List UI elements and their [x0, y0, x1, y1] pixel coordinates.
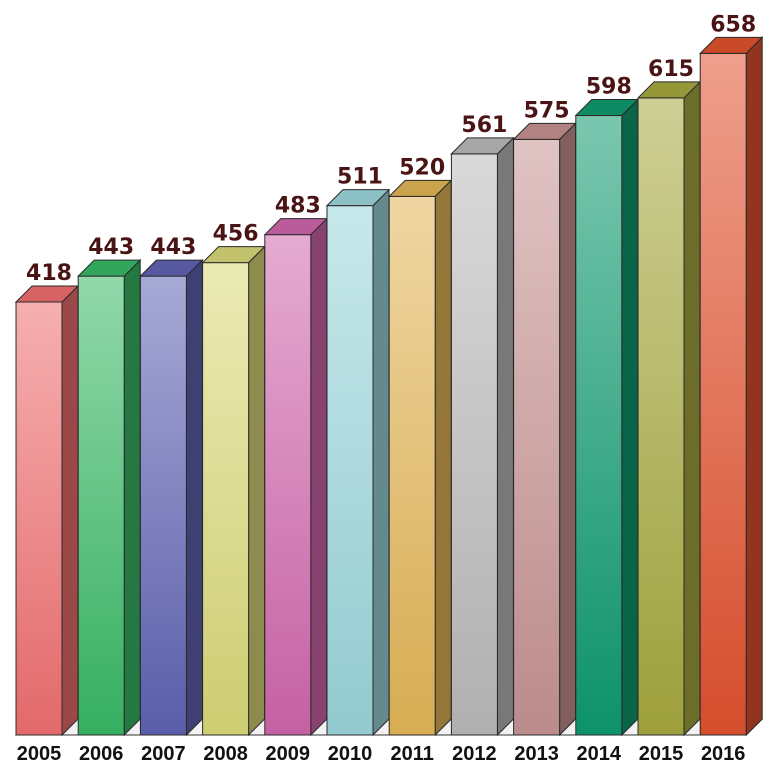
- bar-side-2007: [185, 258, 203, 737]
- bar-side-2012: [496, 136, 514, 737]
- bar-2007: [139, 258, 204, 737]
- bar-2012: [450, 136, 515, 737]
- bar-side-2016: [745, 36, 763, 737]
- value-label-2016: 658: [710, 12, 756, 37]
- value-labels: 418 443 443 456 483 511 520 561 575 598 615 658: [26, 12, 756, 286]
- category-label-2008: 2008: [203, 743, 248, 765]
- bar-2008: [201, 245, 266, 737]
- bar-2015: [636, 80, 702, 737]
- bar-2005: [14, 284, 80, 737]
- bar-side-2008: [248, 245, 266, 737]
- category-labels: 2005 2006 2007 2008 2009 2010 2011 2012 2013 2014…: [17, 743, 746, 765]
- category-label-2007: 2007: [141, 743, 186, 765]
- bar-top-2016: [698, 36, 764, 54]
- bar-side-2015: [683, 80, 701, 737]
- bar-side-2011: [434, 179, 452, 737]
- bar-front-2011: [388, 195, 436, 736]
- bar-front-2010: [326, 205, 374, 736]
- bar-side-2010: [372, 188, 390, 737]
- bar-top-2007: [139, 259, 204, 277]
- bar-2014: [574, 98, 640, 737]
- bar-side-2005: [61, 284, 79, 737]
- bar-top-2012: [450, 137, 515, 155]
- bar-side-2014: [621, 98, 639, 737]
- value-label-2007: 443: [150, 235, 196, 260]
- category-label-2014: 2014: [577, 743, 622, 765]
- bar-front-2007: [139, 275, 187, 736]
- bar-2013: [512, 122, 577, 737]
- value-label-2010: 511: [337, 165, 383, 190]
- category-label-2012: 2012: [452, 743, 497, 765]
- category-label-2013: 2013: [514, 743, 559, 765]
- value-label-2013: 575: [524, 98, 570, 123]
- bar-front-2012: [450, 153, 498, 736]
- category-label-2015: 2015: [639, 743, 684, 765]
- bar-front-2013: [513, 138, 561, 736]
- value-label-2008: 456: [213, 222, 259, 247]
- bar-front-2016: [699, 52, 747, 736]
- category-label-2016: 2016: [701, 743, 746, 765]
- bar-2006: [76, 258, 142, 737]
- bar-front-2006: [77, 275, 125, 736]
- value-label-2006: 443: [88, 235, 134, 260]
- bar-top-2010: [325, 189, 391, 207]
- bar-top-2006: [76, 259, 142, 277]
- value-label-2005: 418: [26, 261, 72, 286]
- category-label-2005: 2005: [17, 743, 62, 765]
- bar-side-2009: [310, 217, 328, 737]
- bar-side-2013: [559, 122, 577, 737]
- bar-2016: [698, 36, 764, 737]
- bar-2009: [263, 217, 329, 737]
- bar-2010: [325, 188, 391, 737]
- bar-front-2008: [202, 262, 250, 736]
- category-label-2006: 2006: [79, 743, 124, 765]
- value-label-2014: 598: [586, 75, 632, 100]
- value-label-2011: 520: [399, 155, 445, 180]
- bar-2011: [387, 179, 453, 737]
- bar-front-2015: [637, 97, 685, 736]
- value-label-2012: 561: [461, 113, 507, 138]
- bars: [14, 36, 764, 737]
- value-label-2009: 483: [275, 194, 321, 219]
- value-label-2015: 615: [648, 57, 694, 82]
- category-label-2011: 2011: [391, 743, 434, 765]
- bar-front-2009: [264, 234, 312, 736]
- category-label-2010: 2010: [328, 743, 373, 765]
- bar-side-2006: [123, 258, 141, 737]
- bar-front-2005: [15, 301, 63, 736]
- category-label-2009: 2009: [266, 743, 311, 765]
- bar-front-2014: [575, 115, 623, 736]
